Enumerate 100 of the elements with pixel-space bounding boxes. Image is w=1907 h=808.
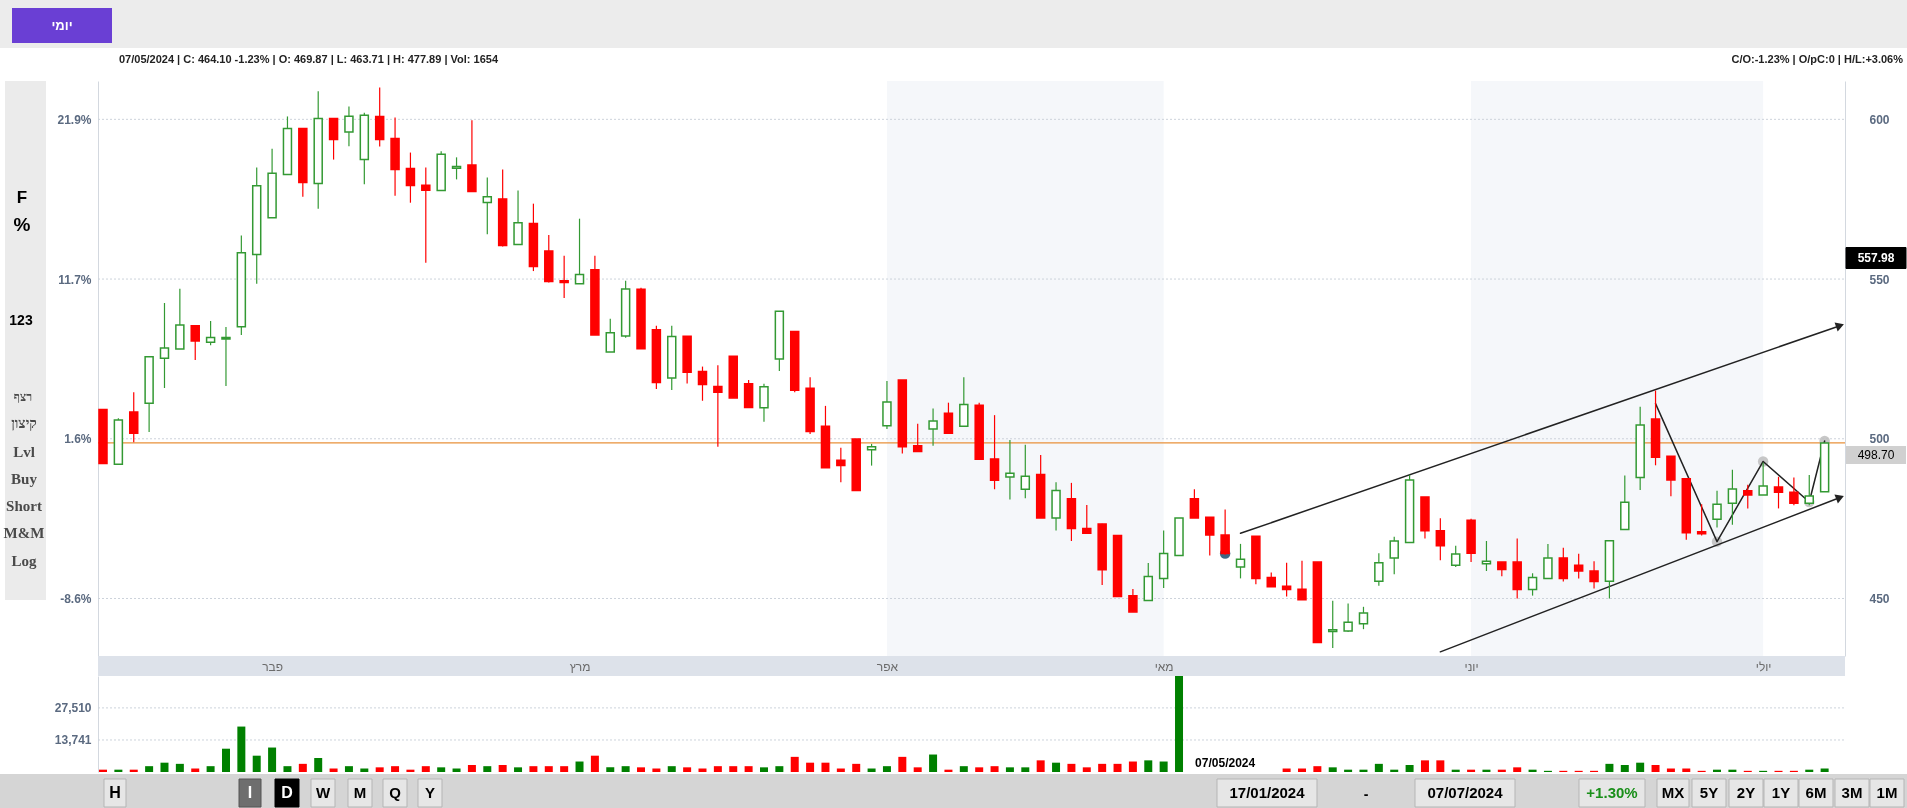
bar (344, 766, 353, 772)
bar (1005, 767, 1014, 772)
text: Short (6, 498, 42, 514)
candlestick (451, 156, 462, 180)
text: MX (1661, 784, 1685, 801)
bar (160, 762, 169, 772)
text: Lvl (13, 444, 35, 460)
text: Buy (11, 471, 38, 487)
bar (821, 762, 830, 772)
bar (606, 767, 615, 772)
text: M&M (3, 525, 45, 541)
candlestick (759, 383, 769, 423)
bar (1128, 761, 1137, 772)
candlestick (1205, 516, 1215, 556)
candlestick (1374, 552, 1384, 587)
bar (729, 766, 738, 772)
candlestick (1727, 469, 1738, 526)
bar (175, 763, 184, 772)
text: 6M (1805, 784, 1827, 801)
text: D (281, 784, 293, 801)
bar (637, 767, 646, 772)
x-tick-label: יוני (1464, 659, 1479, 674)
candlestick (1343, 603, 1353, 633)
text: 07/07/2024 (1427, 784, 1504, 801)
text: F (16, 188, 28, 207)
bar (1313, 766, 1322, 772)
candlestick (1543, 543, 1553, 580)
bar (1113, 763, 1122, 772)
candlestick (482, 176, 493, 235)
text: C/O:-1.23% | O/pC:0 | H/L:+3.06% (1731, 53, 1904, 65)
candlestick (1082, 504, 1092, 535)
candlestick (159, 302, 170, 389)
y-tick-label: 450 (1869, 592, 1890, 606)
text: - (1363, 786, 1369, 802)
bar (744, 766, 753, 772)
text: קיצון (11, 416, 37, 431)
text: % (13, 214, 31, 235)
candlestick (1020, 444, 1031, 499)
bar (467, 765, 476, 772)
text: W (315, 784, 331, 801)
bar (775, 766, 784, 772)
bar (298, 763, 307, 772)
candlestick (1327, 600, 1338, 649)
ref-line-label: 498.70 (1857, 447, 1895, 462)
bar (1420, 760, 1429, 772)
candlestick (1527, 572, 1538, 597)
bar (268, 747, 277, 772)
x-tick-label: פבר (262, 659, 284, 674)
bar (145, 766, 154, 772)
bar (560, 766, 569, 772)
y2-tick-label: -8.6% (60, 592, 92, 606)
candlestick (128, 391, 139, 443)
bar (237, 726, 246, 772)
y-tick-label: 27,510 (54, 701, 92, 716)
bar (806, 762, 815, 772)
bar (1405, 765, 1414, 772)
text: 07/05/2024 | C: 464.10 -1.23% | O: 469.87 | L: 463.71 | H: 477.89 | Vol: 1654 (119, 53, 499, 65)
bar (882, 766, 891, 772)
bar (1651, 765, 1660, 772)
candlestick (421, 166, 431, 264)
text: Y (424, 784, 436, 801)
bar (529, 766, 538, 772)
bar (929, 754, 938, 772)
text: רצף (13, 390, 33, 404)
chart-title: יומי (51, 18, 73, 33)
candlestick (1235, 543, 1246, 579)
bar (437, 767, 446, 772)
candlestick (1297, 560, 1307, 601)
candlestick (836, 447, 846, 483)
y-tick-label: 600 (1869, 112, 1890, 127)
bar (375, 767, 384, 772)
bar (252, 755, 261, 772)
bar (544, 766, 553, 772)
y-tick-label: 500 (1869, 432, 1890, 447)
bar (990, 766, 999, 772)
candlestick (743, 379, 754, 409)
y-tick-label: 550 (1869, 272, 1890, 287)
candlestick (713, 364, 723, 448)
x-tick-label: אפר (876, 659, 899, 674)
text: +1.30% (1586, 784, 1638, 801)
text: I (247, 784, 253, 801)
candlestick (1773, 476, 1784, 510)
x-tick-label: יולי (1755, 659, 1772, 674)
bar (1052, 762, 1061, 772)
bar (852, 763, 861, 772)
candlestick (1220, 508, 1230, 556)
text: Q (389, 784, 402, 801)
candlestick (1189, 488, 1200, 519)
candlestick (1589, 560, 1599, 590)
candlestick (959, 376, 969, 428)
bar (1021, 767, 1030, 772)
candlestick (1128, 588, 1138, 613)
candlestick (328, 117, 339, 161)
text: 5Y (1699, 784, 1719, 801)
bar (206, 766, 215, 772)
candlestick (697, 365, 708, 402)
bar (1159, 761, 1168, 772)
bar (1328, 767, 1337, 772)
bar (667, 766, 676, 772)
candlestick (989, 414, 1000, 490)
